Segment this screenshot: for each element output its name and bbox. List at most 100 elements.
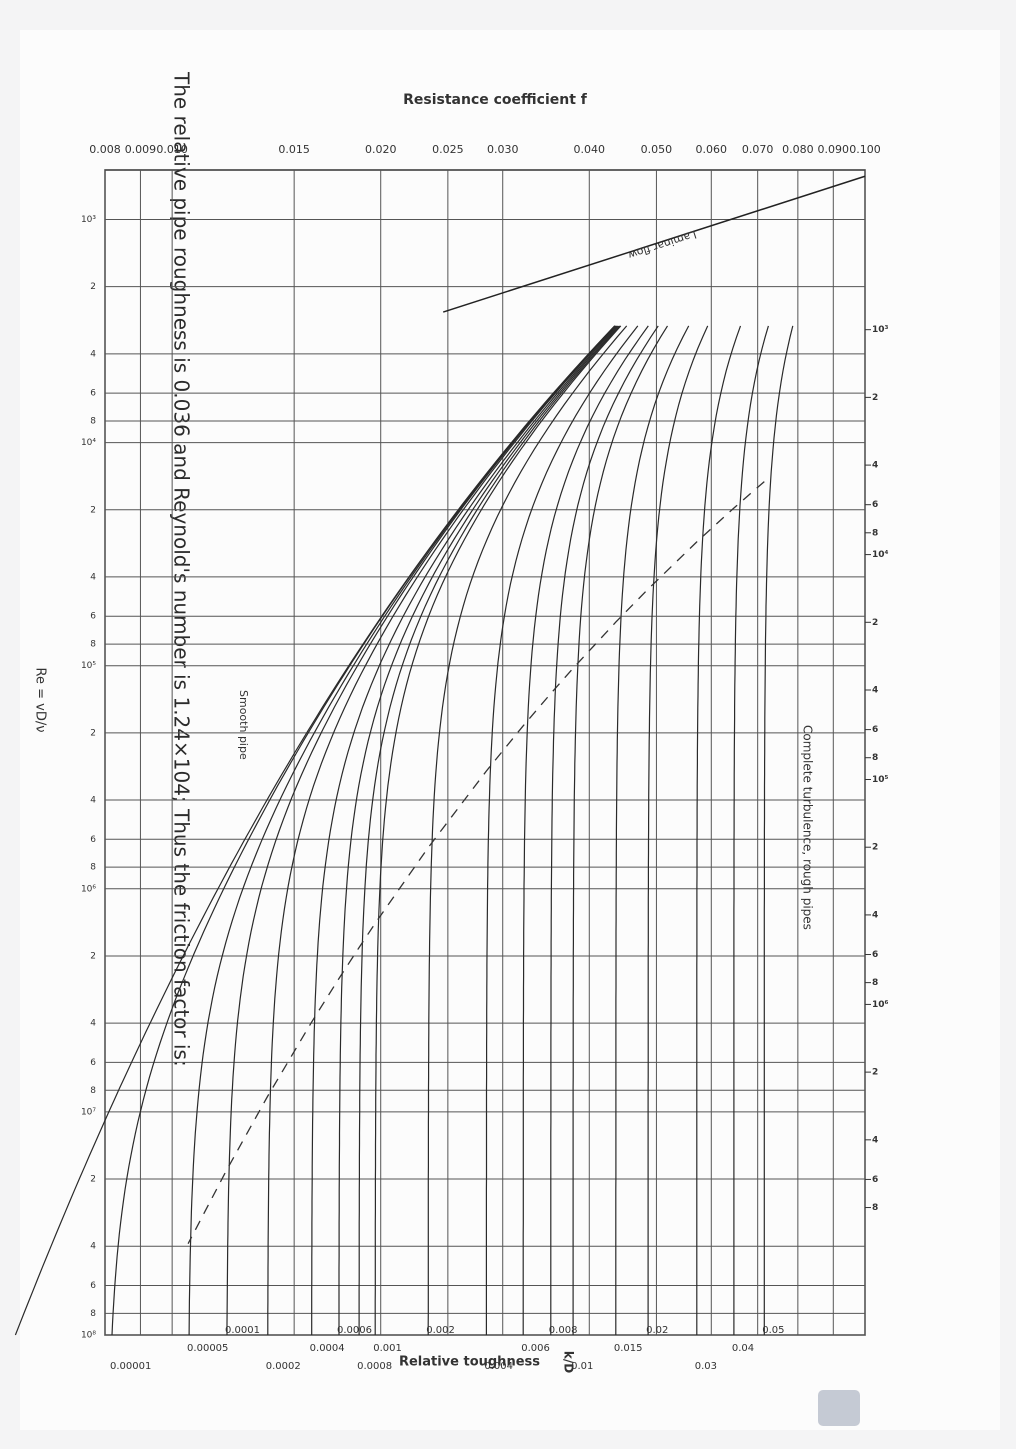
x-tick-label: 6 — [90, 612, 96, 622]
y-tick-label: 0.090 — [818, 143, 850, 156]
laminar-line — [442, 175, 866, 313]
x2-tick-label: 10⁴ — [872, 550, 889, 560]
roughness-curve — [427, 325, 628, 1335]
roughness-label: 0.00001 — [110, 1361, 151, 1372]
x-tick-label: 10³ — [81, 215, 96, 225]
x2-tick-label: 6 — [872, 725, 878, 735]
roughness-label: 0.006 — [521, 1343, 550, 1354]
roughness-label: 0.015 — [614, 1343, 643, 1354]
roughness-title: Relative toughness — [399, 1355, 540, 1370]
x-tick-label: 6 — [90, 1058, 96, 1068]
y-axis-title: Resistance coefficient f — [403, 92, 588, 108]
x-tick-label: 10⁴ — [81, 438, 96, 448]
roughness-curve — [338, 325, 619, 1335]
roughness-curve — [572, 325, 669, 1335]
smooth-pipe-curve — [14, 325, 616, 1336]
x2-tick-label: 8 — [872, 1203, 878, 1213]
x2-tick-label: 2 — [872, 618, 878, 628]
x-tick-label: 8 — [90, 416, 96, 426]
x2-tick-label: 4 — [872, 461, 878, 471]
x-tick-label: 4 — [90, 1242, 96, 1252]
x-tick-label: 2 — [90, 282, 96, 292]
y-tick-label: 0.040 — [574, 143, 606, 156]
x2-tick-label: 6 — [872, 1175, 878, 1185]
y-tick-label: 0.008 — [89, 143, 121, 156]
roughness-curve — [374, 325, 622, 1335]
y-tick-label: 0.010 — [156, 143, 188, 156]
roughness-curve — [733, 325, 769, 1335]
roughness-label: 0.0006 — [337, 1325, 372, 1336]
x2-tick-label: 2 — [872, 843, 878, 853]
x-tick-label: 4 — [90, 572, 96, 582]
labels: 0.008 0.009 0.010 0.015 0.020 0.025 0.030 0.040… — [81, 143, 889, 1372]
x-tick-label: 4 — [90, 349, 96, 359]
x-tick-label: 8 — [90, 863, 96, 873]
y-tick-label: 0.025 — [432, 143, 464, 156]
y-tick-label: 0.009 — [125, 143, 157, 156]
roughness-curve — [358, 325, 621, 1335]
roughness-curve — [615, 325, 690, 1335]
x2-tick-label: 2 — [872, 393, 878, 403]
roughness-curve — [267, 325, 617, 1335]
x2-tick-label: 4 — [872, 686, 878, 696]
y-tick-label: 0.080 — [782, 143, 814, 156]
x2-tick-label: 10⁶ — [872, 1000, 889, 1010]
x2-tick-label: 4 — [872, 1135, 878, 1145]
x-tick-label: 10⁸ — [81, 1331, 96, 1341]
x-tick-label: 4 — [90, 796, 96, 806]
x-tick-label: 10⁶ — [81, 884, 96, 894]
y-tick-label: 0.060 — [696, 143, 728, 156]
roughness-label: 0.02 — [646, 1325, 668, 1336]
x-tick-label: 2 — [90, 728, 96, 738]
smooth-pipe-label: Smooth pipe — [237, 690, 250, 760]
content-panel — [20, 30, 1000, 1430]
x2-tick-label: 8 — [872, 528, 878, 538]
x2-tick-label: 8 — [872, 978, 878, 988]
roughness-label: 0.01 — [571, 1361, 593, 1372]
x2-tick-label: 6 — [872, 950, 878, 960]
x2-tick-label: 2 — [872, 1068, 878, 1078]
x2-tick-label: 10⁵ — [872, 775, 889, 785]
x2-tick-label: 10³ — [872, 325, 889, 335]
x-tick-label: 2 — [90, 505, 96, 515]
turbulence-boundary — [187, 481, 765, 1245]
x-axis-title: Re = vD/ν — [33, 668, 48, 733]
roughness-curve — [696, 325, 742, 1335]
roughness-label: 0.05 — [762, 1325, 784, 1336]
roughness-curve — [647, 325, 709, 1335]
y-tick-label: 0.015 — [278, 143, 310, 156]
roughness-label: 0.00005 — [187, 1343, 228, 1354]
roughness-curve — [311, 325, 618, 1335]
x-tick-label: 4 — [90, 1019, 96, 1029]
y-tick-label: 0.050 — [641, 143, 673, 156]
x-tick-label: 6 — [90, 389, 96, 399]
x-tick-label: 8 — [90, 640, 96, 650]
x2-tick-label: 6 — [872, 500, 878, 510]
roughness-curve — [485, 325, 639, 1335]
y-tick-label: 0.070 — [742, 143, 774, 156]
roughness-label: 0.0004 — [310, 1343, 345, 1354]
x2-tick-label: 4 — [872, 910, 878, 920]
roughness-curve — [522, 325, 649, 1335]
roughness-curve — [763, 325, 794, 1335]
x-tick-label: 10⁵ — [81, 661, 96, 671]
roughness-curve — [226, 325, 616, 1335]
roughness-curve — [550, 325, 659, 1335]
roughness-label: 0.002 — [426, 1325, 455, 1336]
roughness-label: 0.001 — [373, 1343, 402, 1354]
roughness-symbol: k/D — [562, 1351, 576, 1373]
y-tick-label: 0.020 — [365, 143, 397, 156]
turbulence-label: Complete turbulence, rough pipes — [801, 725, 815, 930]
x-tick-label: 2 — [90, 951, 96, 961]
roughness-label: 0.0002 — [266, 1361, 301, 1372]
x-tick-label: 6 — [90, 1281, 96, 1291]
x-tick-label: 2 — [90, 1175, 96, 1185]
roughness-label: 0.04 — [732, 1343, 754, 1354]
roughness-curve — [188, 325, 616, 1336]
x-tick-label: 6 — [90, 835, 96, 845]
x2-tick-label: 8 — [872, 753, 878, 763]
nav-button[interactable] — [818, 1390, 860, 1426]
x-tick-label: 8 — [90, 1309, 96, 1319]
